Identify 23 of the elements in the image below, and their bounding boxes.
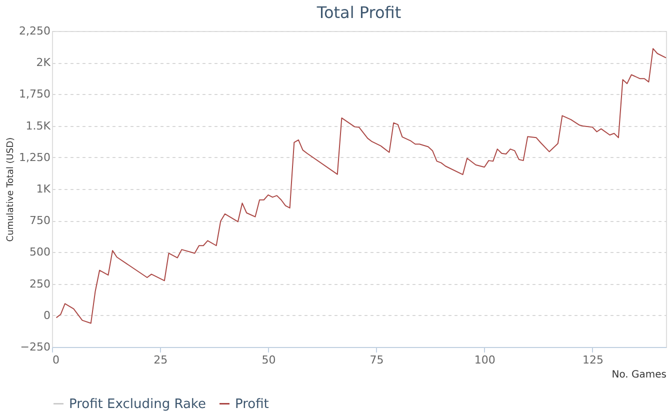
line-series bbox=[56, 48, 666, 324]
y-tick-label: 2,250 bbox=[19, 24, 50, 38]
y-tick-label: 250 bbox=[30, 277, 50, 290]
legend-label: Profit bbox=[235, 396, 269, 412]
y-tick-label: −250 bbox=[20, 340, 50, 354]
x-axis-title: No. Games bbox=[612, 370, 666, 380]
x-tick-label: 0 bbox=[52, 354, 60, 366]
x-tick-label: 50 bbox=[262, 354, 276, 366]
chart-title: Total Profit bbox=[316, 3, 402, 22]
y-tick-label: 1,750 bbox=[19, 88, 50, 101]
x-tick-label: 125 bbox=[582, 354, 604, 366]
x-tick-label: 75 bbox=[370, 354, 384, 366]
legend-label: Profit Excluding Rake bbox=[69, 396, 206, 412]
x-tick-label: 25 bbox=[154, 354, 168, 366]
y-tick-label: 1,250 bbox=[19, 150, 50, 164]
y-tick-label: 0 bbox=[44, 308, 50, 322]
y-tick-label: 1.5K bbox=[26, 119, 52, 132]
y-axis-title: Cumulative Total (USD) bbox=[6, 137, 16, 242]
y-tick-label: 500 bbox=[30, 246, 50, 259]
y-tick-label: 750 bbox=[30, 214, 50, 228]
y-tick-label: 2K bbox=[36, 56, 52, 70]
x-tick-label: 100 bbox=[474, 354, 496, 366]
y-tick-label: 1K bbox=[36, 182, 52, 196]
